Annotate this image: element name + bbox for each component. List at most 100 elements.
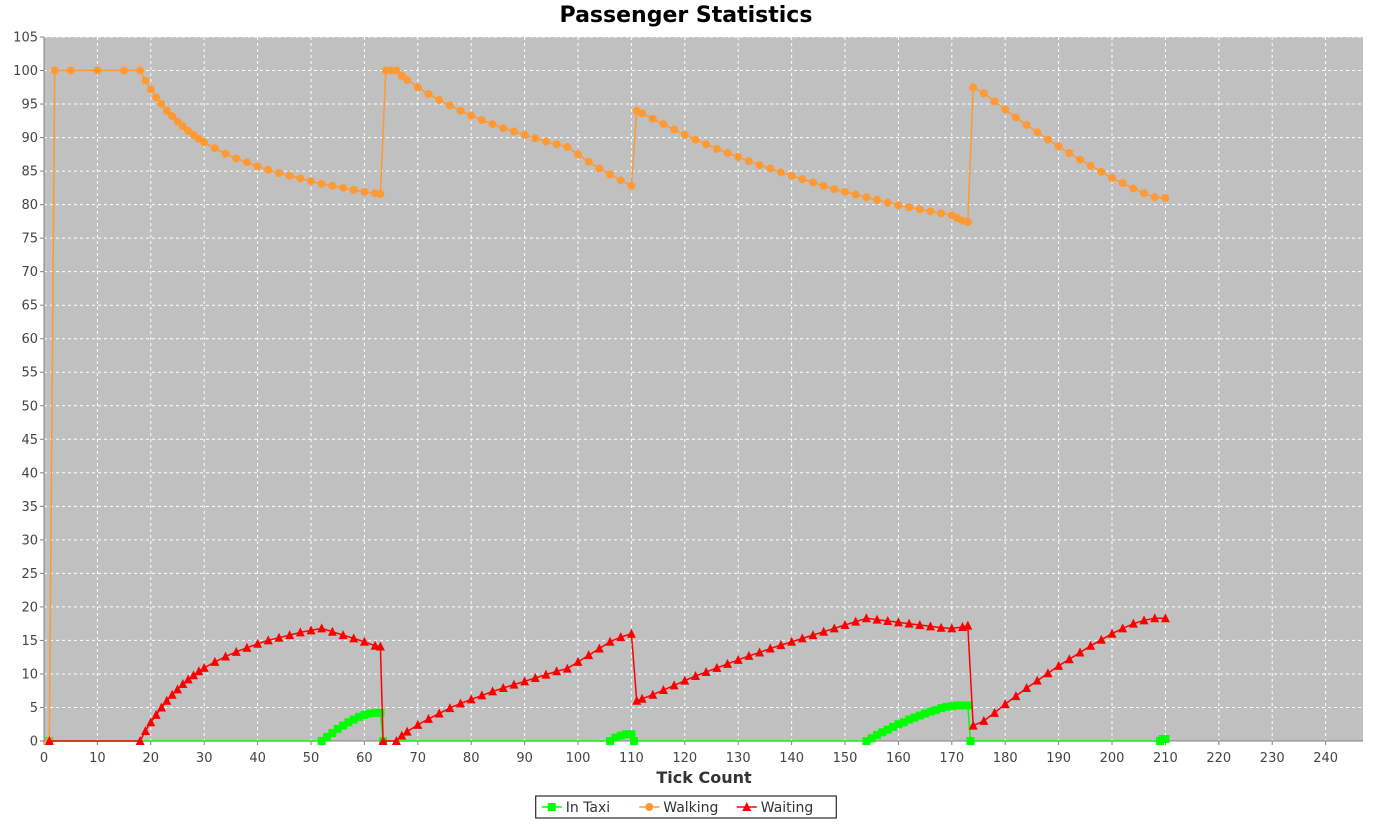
data-point-walking — [456, 106, 465, 115]
data-point-waiting — [680, 675, 690, 685]
x-tick-label: 30 — [196, 751, 213, 766]
data-point-walking — [264, 165, 273, 174]
data-point-waiting — [594, 643, 604, 653]
y-tick-label: 20 — [21, 600, 38, 615]
data-point-waiting — [658, 685, 668, 695]
data-point-waiting — [327, 626, 337, 636]
data-point-waiting — [397, 730, 407, 740]
data-point-waiting — [541, 669, 551, 679]
data-point-waiting — [690, 670, 700, 680]
data-point-waiting — [733, 654, 743, 664]
data-point-waiting — [552, 666, 562, 676]
data-point-waiting — [562, 663, 572, 673]
data-point-waiting — [189, 670, 199, 680]
data-point-walking — [841, 187, 850, 196]
data-point-waiting — [413, 719, 423, 729]
data-point-walking — [168, 112, 177, 121]
data-point-walking — [93, 66, 102, 75]
data-point-walking — [178, 122, 187, 131]
data-point-walking — [349, 185, 358, 194]
data-point-in-taxi — [317, 737, 326, 745]
data-point-walking — [776, 168, 785, 177]
data-point-waiting — [626, 628, 636, 638]
data-point-walking — [376, 189, 385, 198]
x-tick-label: 130 — [726, 751, 751, 766]
y-tick-label: 0 — [30, 735, 38, 750]
data-point-walking — [584, 157, 593, 166]
data-point-walking — [691, 135, 700, 144]
data-point-walking — [1161, 193, 1170, 202]
x-tick-label: 40 — [249, 751, 266, 766]
data-point-waiting — [183, 674, 193, 684]
data-point-in-taxi — [333, 724, 342, 733]
data-point-walking — [702, 140, 711, 149]
data-point-walking — [638, 109, 647, 118]
data-point-in-taxi — [953, 701, 962, 710]
data-point-waiting — [317, 623, 327, 633]
data-point-walking — [963, 218, 972, 227]
data-point-walking — [1033, 128, 1042, 137]
data-point-waiting — [194, 666, 204, 676]
data-point-in-taxi — [899, 718, 908, 727]
data-point-walking — [990, 97, 999, 106]
data-point-walking — [979, 89, 988, 98]
data-point-walking — [50, 66, 59, 75]
data-point-walking — [659, 120, 668, 129]
x-tick-label: 0 — [40, 751, 48, 766]
data-point-waiting — [1032, 675, 1042, 685]
y-tick-label: 65 — [21, 299, 38, 314]
data-point-walking — [1086, 161, 1095, 170]
y-tick-label: 15 — [21, 634, 38, 649]
x-tick-label: 160 — [886, 751, 911, 766]
legend-item-walking: Walking — [639, 800, 718, 816]
data-point-walking — [120, 66, 129, 75]
x-tick-label: 90 — [516, 751, 533, 766]
data-point-walking — [723, 148, 732, 157]
data-point-walking — [734, 153, 743, 162]
data-point-waiting — [173, 684, 183, 694]
data-point-walking — [339, 183, 348, 192]
data-point-waiting — [445, 703, 455, 713]
data-point-waiting — [477, 690, 487, 700]
data-point-in-taxi — [889, 722, 898, 731]
data-point-waiting — [1107, 628, 1117, 638]
data-point-in-taxi — [355, 712, 364, 721]
data-point-walking — [595, 164, 604, 173]
data-point-walking — [851, 190, 860, 199]
x-tick-label: 140 — [779, 751, 804, 766]
data-point-waiting — [156, 702, 166, 712]
data-point-waiting — [840, 620, 850, 630]
y-tick-label: 10 — [21, 667, 38, 682]
data-point-waiting — [637, 693, 647, 703]
data-point-in-taxi — [606, 737, 615, 745]
chart-title: Passenger Statistics — [560, 3, 813, 28]
x-tick-label: 120 — [672, 751, 697, 766]
data-point-walking — [905, 203, 914, 212]
data-point-waiting — [669, 680, 679, 690]
data-point-in-taxi — [894, 720, 903, 729]
data-point-waiting — [925, 621, 935, 631]
grid-lines — [44, 36, 1363, 741]
data-point-walking — [712, 144, 721, 153]
data-point-walking — [1043, 135, 1052, 144]
y-tick-label: 100 — [13, 64, 38, 79]
data-point-waiting — [712, 662, 722, 672]
data-point-waiting — [530, 672, 540, 682]
data-point-walking — [152, 93, 161, 102]
data-point-waiting — [755, 647, 765, 657]
data-point-walking — [873, 195, 882, 204]
data-point-waiting — [776, 640, 786, 650]
data-point-waiting — [509, 679, 519, 689]
data-point-in-taxi — [360, 710, 369, 719]
data-point-waiting — [520, 676, 530, 686]
data-point-waiting — [402, 726, 412, 736]
data-point-waiting — [829, 623, 839, 633]
x-tick-label: 100 — [566, 751, 591, 766]
data-point-walking — [1118, 179, 1127, 188]
x-tick-label: 150 — [833, 751, 858, 766]
data-point-waiting — [1086, 640, 1096, 650]
data-point-in-taxi — [926, 707, 935, 716]
y-tick-label: 45 — [21, 433, 38, 448]
data-point-waiting — [990, 707, 1000, 717]
